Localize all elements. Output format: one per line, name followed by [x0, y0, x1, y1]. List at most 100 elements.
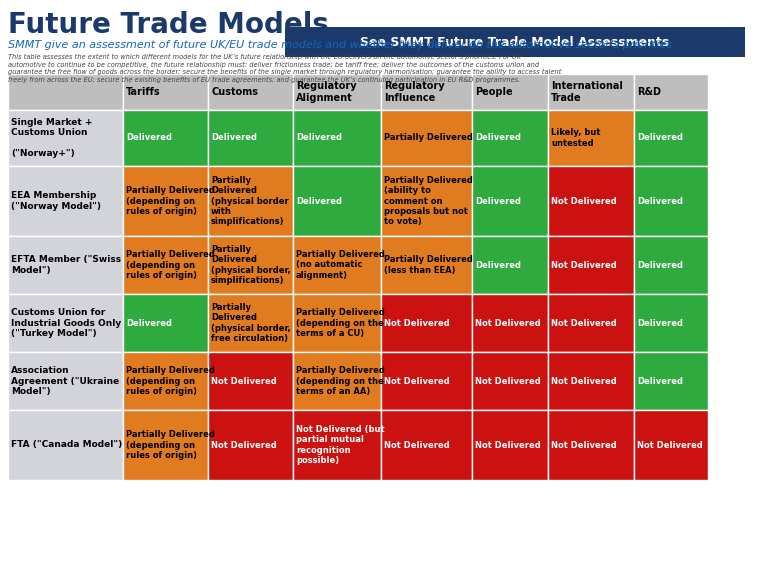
Text: Partially Delivered
(depending on the
terms of an AA): Partially Delivered (depending on the te…: [296, 366, 385, 396]
Bar: [634, 410, 708, 480]
Bar: [8, 74, 123, 110]
Text: Partially Delivered
(depending on
rules of origin): Partially Delivered (depending on rules …: [126, 366, 215, 396]
Bar: [472, 110, 548, 166]
Text: Partially Delivered: Partially Delivered: [384, 134, 473, 143]
Text: Partially Delivered
(no automatic
alignment): Partially Delivered (no automatic alignm…: [296, 250, 385, 280]
Bar: [381, 74, 472, 110]
Bar: [8, 352, 123, 410]
Text: Not Delivered (but
partial mutual
recognition
possible): Not Delivered (but partial mutual recogn…: [296, 425, 385, 465]
Text: Single Market +
Customs Union

("Norway+"): Single Market + Customs Union ("Norway+"…: [11, 118, 92, 158]
Text: Not Delivered: Not Delivered: [551, 261, 617, 270]
Text: See SMMT Future Trade Model Assessments: See SMMT Future Trade Model Assessments: [360, 36, 670, 49]
Bar: [472, 352, 548, 410]
Bar: [548, 74, 634, 110]
Bar: [548, 410, 634, 480]
Text: Delivered: Delivered: [126, 319, 172, 328]
Bar: [472, 166, 548, 236]
Bar: [123, 74, 208, 110]
Text: Tariffs: Tariffs: [126, 87, 161, 97]
Text: EFTA Member ("Swiss
Model"): EFTA Member ("Swiss Model"): [11, 255, 121, 275]
Bar: [634, 74, 708, 110]
Text: Not Delivered: Not Delivered: [384, 377, 449, 386]
Bar: [293, 166, 381, 236]
Text: Partially Delivered
(depending on the
terms of a CU): Partially Delivered (depending on the te…: [296, 308, 385, 338]
Text: Delivered: Delivered: [475, 196, 521, 205]
Bar: [123, 410, 208, 480]
Bar: [381, 236, 472, 294]
Bar: [472, 236, 548, 294]
Bar: [381, 166, 472, 236]
Text: Delivered: Delivered: [637, 377, 683, 386]
Bar: [8, 410, 123, 480]
Text: Delivered: Delivered: [637, 261, 683, 270]
Text: Partially
Delivered
(physical border,
free circulation): Partially Delivered (physical border, fr…: [211, 303, 291, 343]
Bar: [208, 352, 293, 410]
Text: Partially
Delivered
(physical border
with
simplifications): Partially Delivered (physical border wit…: [211, 176, 288, 226]
Text: EEA Membership
("Norway Model"): EEA Membership ("Norway Model"): [11, 191, 101, 211]
Bar: [548, 352, 634, 410]
Bar: [208, 236, 293, 294]
Text: SMMT give an assessment of future UK/EU trade models and whether they deliver on: SMMT give an assessment of future UK/EU …: [8, 40, 672, 50]
Text: Delivered: Delivered: [126, 134, 172, 143]
Text: FTA ("Canada Model"): FTA ("Canada Model"): [11, 440, 122, 450]
Text: Not Delivered: Not Delivered: [637, 440, 703, 450]
Text: This table assesses the extent to which different models for the UK’s future rel: This table assesses the extent to which …: [8, 54, 562, 83]
Text: Delivered: Delivered: [296, 196, 342, 205]
Bar: [293, 410, 381, 480]
Text: Association
Agreement ("Ukraine
Model"): Association Agreement ("Ukraine Model"): [11, 366, 119, 396]
Bar: [8, 110, 123, 166]
Bar: [123, 110, 208, 166]
Text: Not Delivered: Not Delivered: [551, 440, 617, 450]
Bar: [208, 110, 293, 166]
Text: Not Delivered: Not Delivered: [551, 319, 617, 328]
Text: Not Delivered: Not Delivered: [211, 377, 277, 386]
Bar: [634, 236, 708, 294]
Bar: [381, 110, 472, 166]
Bar: [123, 294, 208, 352]
Text: Partially Delivered
(depending on
rules of origin): Partially Delivered (depending on rules …: [126, 430, 215, 460]
Bar: [381, 294, 472, 352]
Bar: [208, 74, 293, 110]
Bar: [208, 294, 293, 352]
Text: Partially
Delivered
(physical border,
simplifications): Partially Delivered (physical border, si…: [211, 245, 291, 285]
Text: Not Delivered: Not Delivered: [211, 440, 277, 450]
Bar: [634, 294, 708, 352]
Bar: [548, 166, 634, 236]
Bar: [208, 166, 293, 236]
Bar: [548, 236, 634, 294]
Text: Partially Delivered
(less than EEA): Partially Delivered (less than EEA): [384, 255, 473, 275]
Bar: [208, 410, 293, 480]
Text: Not Delivered: Not Delivered: [551, 377, 617, 386]
Bar: [123, 236, 208, 294]
Text: Partially Delivered
(depending on
rules of origin): Partially Delivered (depending on rules …: [126, 250, 215, 280]
Bar: [8, 294, 123, 352]
Bar: [634, 166, 708, 236]
Text: Customs Union for
Industrial Goods Only
("Turkey Model"): Customs Union for Industrial Goods Only …: [11, 308, 121, 338]
Bar: [123, 166, 208, 236]
Text: Customs: Customs: [211, 87, 258, 97]
Bar: [634, 110, 708, 166]
Text: Delivered: Delivered: [637, 196, 683, 205]
Bar: [293, 110, 381, 166]
Bar: [548, 294, 634, 352]
Text: Delivered: Delivered: [637, 134, 683, 143]
Text: Partially Delivered
(depending on
rules of origin): Partially Delivered (depending on rules …: [126, 186, 215, 216]
Bar: [293, 236, 381, 294]
Bar: [381, 352, 472, 410]
Bar: [472, 294, 548, 352]
Bar: [8, 236, 123, 294]
Text: Regulatory
Influence: Regulatory Influence: [384, 81, 445, 103]
Text: Not Delivered: Not Delivered: [475, 440, 541, 450]
Bar: [8, 166, 123, 236]
Text: Partially Delivered
(ability to
comment on
proposals but not
to vote): Partially Delivered (ability to comment …: [384, 176, 473, 226]
Bar: [293, 352, 381, 410]
Text: Delivered: Delivered: [637, 319, 683, 328]
FancyBboxPatch shape: [285, 27, 745, 57]
Bar: [472, 410, 548, 480]
Text: Delivered: Delivered: [296, 134, 342, 143]
Text: Future Trade Models: Future Trade Models: [8, 11, 329, 39]
Text: Not Delivered: Not Delivered: [384, 319, 449, 328]
Text: Not Delivered: Not Delivered: [475, 377, 541, 386]
Text: R&D: R&D: [637, 87, 661, 97]
Bar: [634, 352, 708, 410]
